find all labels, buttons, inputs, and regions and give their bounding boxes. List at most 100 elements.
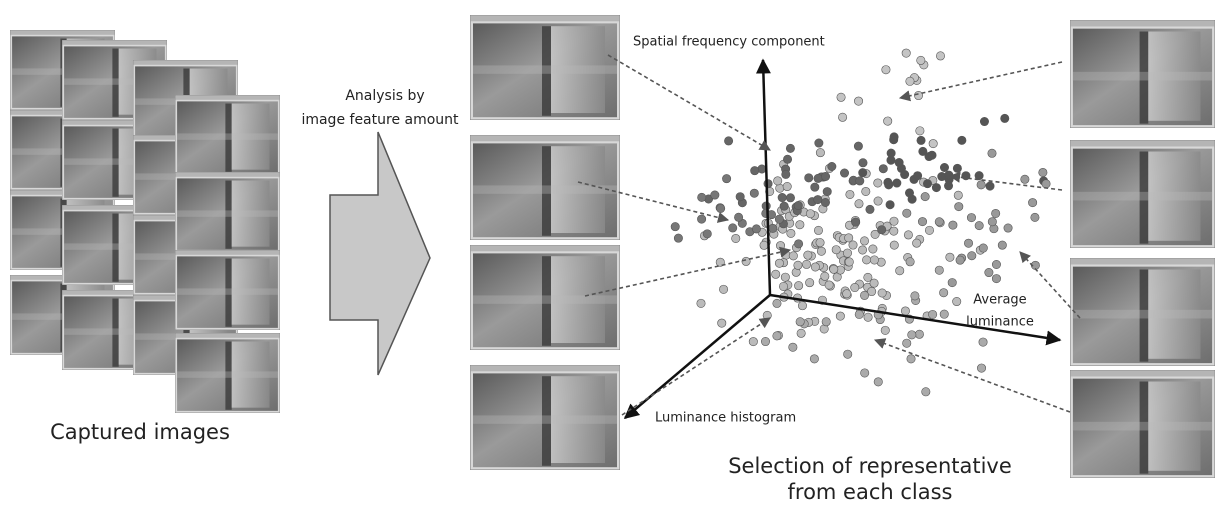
scatter-dot [838,112,848,122]
scatter-dot [991,208,1001,218]
scatter-dot [883,116,893,126]
scatter-dot [952,163,962,173]
scatter-dot [710,190,720,200]
scatter-dot [777,193,787,203]
caption: Selection of representative [728,454,1012,478]
scatter-dot [886,148,896,158]
scatter-dot [916,135,926,145]
axis [623,294,771,419]
pointers [577,54,1081,416]
scatter-dot [673,233,683,243]
scatter-dot [892,178,902,188]
scatter-dot [931,183,941,193]
scatter-dot [924,225,934,235]
scatter-dot [955,255,965,265]
scatter-dot [952,297,962,307]
scatter-dot [902,338,912,348]
scatter-dot [967,251,977,261]
thumbnail [470,365,620,470]
scatter-dot [934,217,944,227]
pointer [621,317,771,416]
scatter-dot [734,212,744,222]
scatter-dot [793,201,803,211]
scatter-dot [788,251,798,261]
scatter-dot [702,229,712,239]
scatter-dot [905,76,915,86]
scatter-dot [869,278,879,288]
scatter-dot [1020,174,1030,184]
scatter-dot [796,328,806,338]
scatter-dot [944,181,954,191]
scatter-dot [855,176,865,186]
scatter-dot [978,243,988,253]
axis-label: Luminance histogram [655,411,796,426]
scatter-dot [717,318,727,328]
scatter-dot [821,172,831,182]
scatter-dot [873,377,883,387]
scatter-dot [880,325,890,335]
scatter-dot [785,143,795,153]
scatter-dot [917,217,927,227]
scatter-dot [889,132,899,142]
scatter-dot [781,169,791,179]
scatter-dot [843,349,853,359]
scatter-dot [977,363,987,373]
scatter-dot [928,139,938,149]
scatter-dot [815,148,825,158]
scatter-dot [1028,198,1038,208]
scatter-dot [854,309,864,319]
scatter-dot [820,271,830,281]
scatter-dot [863,312,873,322]
axes [623,58,1062,419]
scatter-dot [915,126,925,136]
scatter-dot [840,168,850,178]
thumbnail [470,245,620,350]
scatter-dot [906,354,916,364]
thumbnail [1070,258,1215,366]
scatter-dot [697,192,707,202]
scatter-dot [991,260,1001,270]
thumbnail [1070,140,1215,248]
scatter-dot [810,182,820,192]
scatter-dot [895,266,905,276]
axis-label: Average [973,293,1026,308]
scatter-dot [715,257,725,267]
scatter-dot [731,233,741,243]
scatter-dot [786,228,796,238]
scatter-dot [944,170,954,180]
scatter-dot [824,280,834,290]
pointer [948,171,1063,191]
scatter-dot [939,288,949,298]
scatter-dot [928,309,938,319]
scatter-dot [939,309,949,319]
scatter-dot [749,188,759,198]
scatter-dot [821,317,831,327]
scatter-dot [927,150,937,160]
scatter-dot [820,198,830,208]
scatter-dot [844,257,854,267]
scatter-dot [991,274,1001,284]
scatter-dot [976,180,986,190]
scatter-dot [862,255,872,265]
scatter-dot [771,269,781,279]
scatter-dot [934,265,944,275]
scatter-dot [921,387,931,397]
scatter-dot [877,288,887,298]
scatter-dot [966,213,976,223]
scatter-dot [902,208,912,218]
scatter-dot [773,176,783,186]
scatter-dot [900,306,910,316]
scatter-dot [716,203,726,213]
scatter-dot [803,250,813,260]
scatter-dot [910,291,920,301]
scatter-dot [795,220,805,230]
scatter-dot [907,330,917,340]
scatter-dot [809,354,819,364]
scatter-dot [813,195,823,205]
scatter-dot [772,298,782,308]
scatter-dot [881,65,891,75]
scatter-dot [913,171,923,181]
scatter-dot [947,278,957,288]
scatter-dot [948,220,958,230]
arrow-label: image feature amount [301,112,459,128]
